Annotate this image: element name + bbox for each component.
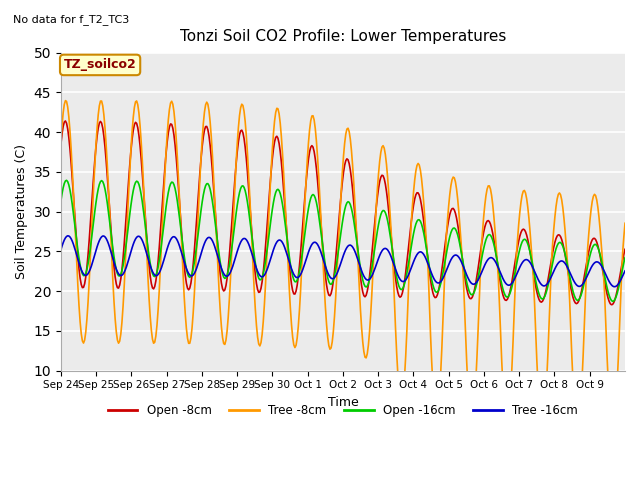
Open -16cm — [520, 236, 528, 242]
Tree -8cm — [330, 328, 337, 334]
Tree -16cm — [609, 283, 616, 289]
Open -16cm — [326, 281, 334, 287]
Open -8cm — [610, 300, 618, 306]
Open -16cm — [57, 198, 65, 204]
Tree -8cm — [61, 98, 69, 104]
Line: Open -16cm: Open -16cm — [61, 180, 625, 301]
Tree -16cm — [394, 272, 402, 278]
Open -16cm — [330, 277, 337, 283]
Text: TZ_soilco2: TZ_soilco2 — [64, 59, 136, 72]
Open -8cm — [394, 289, 402, 295]
Tree -16cm — [330, 276, 337, 281]
Tree -16cm — [64, 233, 72, 239]
Tree -8cm — [520, 188, 528, 193]
Line: Open -8cm: Open -8cm — [61, 121, 625, 305]
Tree -16cm — [621, 268, 629, 274]
Tree -8cm — [610, 423, 618, 429]
Open -8cm — [607, 302, 615, 308]
X-axis label: Time: Time — [328, 396, 358, 409]
Y-axis label: Soil Temperatures (C): Soil Temperatures (C) — [15, 144, 28, 279]
Tree -8cm — [609, 426, 616, 432]
Tree -8cm — [621, 220, 629, 226]
Open -8cm — [520, 227, 528, 233]
Open -8cm — [61, 118, 69, 124]
Tree -16cm — [57, 247, 65, 252]
Open -8cm — [326, 293, 334, 299]
Title: Tonzi Soil CO2 Profile: Lower Temperatures: Tonzi Soil CO2 Profile: Lower Temperatur… — [180, 29, 506, 44]
Open -8cm — [57, 142, 65, 147]
Open -8cm — [364, 288, 371, 294]
Tree -8cm — [57, 139, 65, 144]
Tree -8cm — [394, 370, 402, 376]
Line: Tree -16cm: Tree -16cm — [61, 236, 625, 287]
Tree -16cm — [611, 284, 619, 289]
Open -16cm — [394, 279, 402, 285]
Tree -8cm — [364, 351, 371, 357]
Open -16cm — [63, 178, 70, 183]
Open -16cm — [609, 299, 616, 304]
Text: No data for f_T2_TC3: No data for f_T2_TC3 — [13, 14, 129, 25]
Open -16cm — [610, 298, 618, 304]
Open -16cm — [364, 283, 371, 289]
Legend: Open -8cm, Tree -8cm, Open -16cm, Tree -16cm: Open -8cm, Tree -8cm, Open -16cm, Tree -… — [103, 400, 583, 422]
Open -16cm — [621, 255, 629, 261]
Tree -8cm — [326, 346, 334, 352]
Tree -16cm — [364, 277, 371, 283]
Line: Tree -8cm: Tree -8cm — [61, 101, 625, 429]
Tree -16cm — [520, 257, 528, 263]
Open -8cm — [621, 246, 629, 252]
Tree -16cm — [326, 274, 334, 280]
Open -8cm — [330, 278, 337, 284]
